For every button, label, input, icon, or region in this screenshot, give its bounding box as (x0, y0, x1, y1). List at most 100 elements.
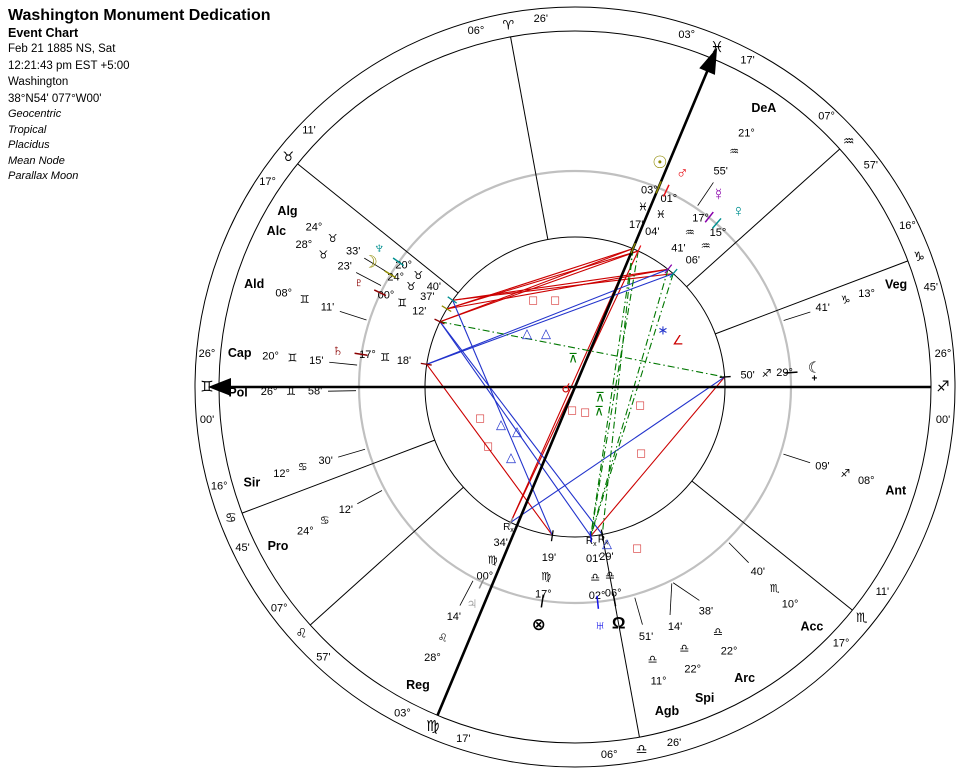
star-minute-dea: 55' (714, 166, 728, 178)
planet-glyph-venus: ♀ (732, 202, 745, 221)
star-sign-glyph-alc: ♉ (318, 249, 328, 261)
quincunx-aspect-glyph: ⊼ (594, 404, 604, 419)
planet-tick-outer-jupiter (478, 576, 486, 589)
cusp-9-sign-glyph-aquarius: ♒ (843, 133, 855, 148)
star-name-acc: Acc (800, 620, 823, 634)
star-degree-reg: 28° (424, 652, 441, 664)
star-degree-arc: 22° (721, 645, 738, 657)
planet-tick-inner-venus (669, 268, 678, 278)
setting-node-type: Mean Node (8, 154, 65, 167)
star-degree-veg: 13° (858, 288, 875, 300)
house-cusp-line-11 (510, 36, 549, 240)
cusp-11-minute: 26' (534, 13, 548, 25)
planet-sign-glyph-venus: ♒ (701, 240, 711, 252)
star-degree-acc: 10° (782, 599, 799, 611)
aspect-line-moon-sun (446, 248, 634, 310)
sextile-aspect-glyph: ∗ (658, 323, 669, 338)
cusp-12-minute: 11' (302, 125, 316, 137)
square-aspect-glyph: □ (637, 446, 645, 461)
trine-aspect-glyph: △ (506, 450, 516, 465)
planet-minute-jupiter: 34' (494, 537, 508, 549)
planet-sign-glyph-jupiter: ♍ (488, 554, 498, 566)
star-degree-alg: 24° (306, 221, 323, 233)
chart-date: Feb 21 1885 NS, Sat (8, 43, 116, 55)
star-name-alc: Alc (267, 224, 287, 238)
aspect-line-mercury-saturn (426, 268, 669, 365)
planet-retrograde-uranus: Rx (586, 536, 597, 548)
setting-zodiac-type: Tropical (8, 123, 47, 136)
planet-glyph-cross-lilith: + (812, 373, 818, 384)
cusp-9-minute: 57' (864, 160, 878, 172)
trine-aspect-glyph: △ (522, 326, 532, 341)
trine-aspect-glyph: △ (541, 326, 551, 341)
planet-minute-saturn: 18' (397, 355, 411, 367)
aspect-line-mars-pluto (439, 250, 639, 323)
planet-tick-inner-mercury (664, 264, 673, 274)
house-cusp-line-5 (601, 534, 640, 738)
planet-glyph-uranus: ♅ (594, 616, 607, 635)
planet-tick-inner-uranus (589, 531, 593, 543)
quincunx-aspect-glyph: ⊼ (568, 351, 578, 366)
cusp-5-sign-glyph-libra: ♎ (636, 741, 648, 756)
planet-tick-inner-saturn (420, 362, 432, 366)
star-name-alg: Alg (277, 204, 297, 218)
star-minute-spi: 14' (668, 621, 682, 633)
star-sign-glyph-agb: ♎ (648, 654, 658, 666)
planet-tick-inner-pluto (434, 318, 445, 325)
square-aspect-glyph: □ (636, 398, 644, 413)
cusp-3-degree: 07° (271, 602, 288, 614)
aspect-line-mercury-uranus (590, 269, 669, 537)
cusp-10-degree: 03° (678, 29, 695, 41)
star-minute-pol: 58' (308, 385, 322, 397)
planet-tick-outer-part-of-fortune (540, 594, 545, 608)
star-pointer-veg (783, 311, 811, 321)
house-cusp-line-9 (686, 148, 841, 288)
planet-minute-mercury: 41' (671, 242, 685, 254)
cusp-12-sign-glyph-taurus: ♉ (282, 149, 294, 164)
star-sign-glyph-cap: ♊ (287, 353, 297, 365)
star-sign-glyph-sir: ♋ (298, 462, 308, 474)
star-sign-glyph-arc: ♎ (713, 626, 723, 638)
planet-minute-uranus: 01' (586, 553, 600, 565)
square-aspect-glyph: □ (529, 293, 537, 308)
aspect-line-neptune-part-of-fortune (452, 300, 553, 536)
star-sign-glyph-spi: ♎ (679, 643, 689, 655)
square-aspect-glyph: □ (581, 405, 589, 420)
star-name-pro: Pro (268, 539, 289, 553)
planet-degree-mercury: 17° (692, 213, 709, 225)
cusp-2-sign-glyph-cancer: ♋ (225, 510, 237, 525)
cusp-1-minute: 00' (200, 414, 214, 426)
cusp-6-sign-glyph-scorpio: ♏ (856, 610, 868, 625)
planet-minute-mars: 04' (645, 226, 659, 238)
trine-aspect-glyph: △ (496, 417, 506, 432)
ascendant-arrowhead (208, 378, 231, 396)
star-degree-pro: 24° (297, 526, 314, 538)
setting-house-system: Placidus (8, 139, 50, 151)
cusp-5-degree: 06° (601, 749, 618, 761)
aspect-line-north-node-pluto (439, 321, 603, 535)
aspect-line-mars-uranus (590, 250, 639, 537)
star-minute-arc: 38' (699, 606, 713, 618)
cusp-8-sign-glyph-capricorn: ♑ (913, 249, 925, 264)
planet-glyph-moon: ☽ (362, 253, 377, 272)
planet-tick-outer-moon (384, 270, 397, 279)
aspect-line-venus-saturn (426, 273, 674, 365)
cusp-3-sign-glyph-leo: ♌ (295, 626, 307, 641)
cusp-4-sign-glyph-virgo: ♍ (426, 718, 439, 735)
house-cusp-line-3 (309, 486, 464, 626)
cusp-1-sign-glyph-gemini: ♊ (200, 379, 213, 396)
star-minute-ant: 09' (815, 461, 829, 473)
setting-zodiac-center: Geocentric (8, 108, 62, 120)
planet-tick-outer-mars (662, 184, 670, 197)
star-pointer-ald (339, 311, 367, 321)
square-aspect-glyph: □ (633, 541, 641, 556)
planet-sign-glyph-lilith: ♐ (762, 368, 772, 380)
star-degree-agb: 11° (651, 675, 667, 687)
star-name-sir: Sir (244, 476, 261, 490)
star-minute-veg: 41' (816, 302, 830, 314)
star-name-veg: Veg (885, 278, 907, 292)
planet-glyph-lilith: ☾ (808, 359, 821, 376)
planet-tick-outer-lilith (784, 371, 798, 374)
